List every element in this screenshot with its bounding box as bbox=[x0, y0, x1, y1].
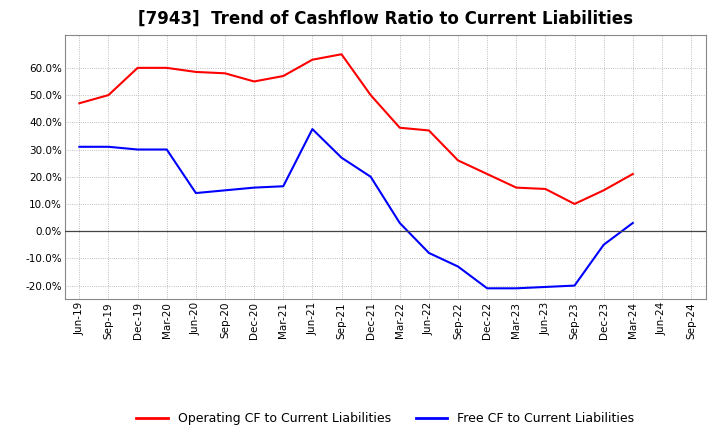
Legend: Operating CF to Current Liabilities, Free CF to Current Liabilities: Operating CF to Current Liabilities, Fre… bbox=[131, 407, 639, 430]
Title: [7943]  Trend of Cashflow Ratio to Current Liabilities: [7943] Trend of Cashflow Ratio to Curren… bbox=[138, 10, 633, 28]
